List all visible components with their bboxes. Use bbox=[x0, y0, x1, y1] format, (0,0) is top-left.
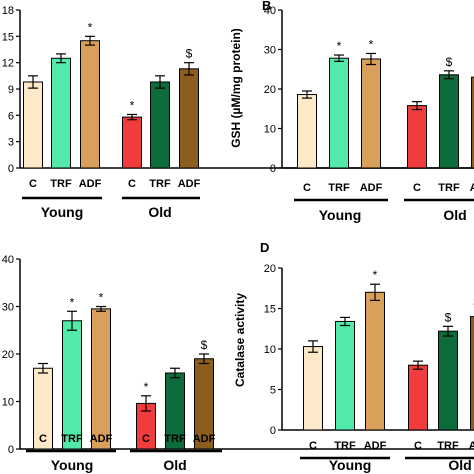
bar bbox=[438, 330, 458, 431]
significance-marker: * bbox=[337, 39, 342, 53]
category-label: C bbox=[29, 178, 37, 190]
bar bbox=[408, 364, 428, 431]
bar bbox=[303, 346, 323, 431]
category-label: ADF bbox=[193, 433, 216, 445]
bar bbox=[23, 81, 43, 169]
bar bbox=[335, 320, 355, 431]
significance-marker: $ bbox=[201, 338, 208, 352]
category-label: ADF bbox=[469, 440, 474, 452]
significance-marker: $ bbox=[186, 47, 193, 61]
y-tick-label: 10 bbox=[264, 124, 276, 136]
bar bbox=[361, 58, 381, 169]
category-label: C bbox=[413, 182, 421, 194]
category-label: TRF bbox=[164, 433, 186, 445]
y-tick-label: 0 bbox=[8, 163, 14, 175]
category-label: C bbox=[142, 433, 150, 445]
chart-panel-1: 0 3 6 9 12 15 18 C TRF * ADF * C TRF $ ADF Young Old bbox=[2, 5, 474, 220]
bar bbox=[62, 320, 82, 450]
y-tick-label: 18 bbox=[2, 5, 14, 17]
panel-letter: B bbox=[262, 0, 271, 13]
category-label: ADF bbox=[79, 178, 102, 190]
y-tick-label: 30 bbox=[2, 302, 14, 314]
panel-letter: D bbox=[260, 240, 269, 255]
category-label: ADF bbox=[470, 182, 474, 194]
bar bbox=[91, 308, 111, 450]
bar bbox=[150, 81, 170, 169]
y-tick-label: 10 bbox=[264, 344, 276, 356]
bar bbox=[179, 68, 199, 169]
y-tick-label: 3 bbox=[8, 137, 14, 149]
category-label: C bbox=[414, 440, 422, 452]
significance-marker: * bbox=[99, 291, 104, 305]
chart-panel-2: 0 10 20 30 40 GSH (µM/mg protein) B C * TRF * ADF C $… bbox=[229, 0, 474, 223]
significance-marker: * bbox=[88, 20, 93, 34]
category-label: TRF bbox=[149, 178, 171, 190]
group-label: Young bbox=[319, 207, 362, 223]
group-label: Old bbox=[443, 207, 466, 223]
category-label: TRF bbox=[328, 182, 350, 194]
significance-marker: * bbox=[144, 380, 149, 394]
group-label: Old bbox=[448, 457, 471, 473]
bar bbox=[80, 40, 100, 169]
bar bbox=[122, 116, 142, 169]
y-tick-label: 5 bbox=[270, 385, 276, 397]
category-label: TRF bbox=[50, 178, 72, 190]
group-label: Old bbox=[148, 204, 171, 220]
y-tick-label: 9 bbox=[8, 84, 14, 96]
category-label: ADF bbox=[178, 178, 201, 190]
category-label: TRF bbox=[438, 182, 460, 194]
y-tick-label: 6 bbox=[8, 110, 14, 122]
group-label: Young bbox=[329, 457, 372, 473]
y-tick-label: 40 bbox=[2, 254, 14, 266]
category-label: C bbox=[303, 182, 311, 194]
significance-marker: * bbox=[369, 37, 374, 51]
category-label: C bbox=[128, 178, 136, 190]
bar bbox=[51, 57, 71, 169]
y-tick-label: 0 bbox=[8, 444, 14, 456]
y-tick-label: 12 bbox=[2, 58, 14, 70]
significance-marker: $ bbox=[446, 55, 453, 69]
bar bbox=[297, 94, 317, 169]
bar bbox=[439, 74, 459, 169]
category-label: ADF bbox=[360, 182, 383, 194]
group-label: Young bbox=[41, 204, 84, 220]
y-tick-label: 20 bbox=[264, 263, 276, 275]
category-label: C bbox=[309, 440, 317, 452]
group-label: Old bbox=[163, 457, 186, 473]
category-label: TRF bbox=[61, 433, 83, 445]
y-tick-label: 15 bbox=[264, 304, 276, 316]
category-label: ADF bbox=[90, 433, 113, 445]
y-tick-label: 20 bbox=[2, 349, 14, 361]
bar bbox=[329, 57, 349, 169]
significance-marker: * bbox=[70, 295, 75, 309]
significance-marker: * bbox=[373, 268, 378, 282]
category-label: TRF bbox=[437, 440, 459, 452]
category-label: C bbox=[39, 433, 47, 445]
significance-marker: $ bbox=[445, 310, 452, 324]
y-axis-label: Catalase activity bbox=[233, 293, 247, 387]
y-tick-label: 0 bbox=[270, 425, 276, 437]
y-tick-label: 15 bbox=[2, 31, 14, 43]
significance-marker: * bbox=[130, 98, 135, 112]
y-tick-label: 30 bbox=[264, 45, 276, 57]
y-tick-label: 0 bbox=[270, 163, 276, 175]
y-tick-label: 10 bbox=[2, 397, 14, 409]
category-label: ADF bbox=[364, 440, 387, 452]
bar bbox=[470, 316, 474, 431]
bar bbox=[365, 291, 385, 431]
group-label: Young bbox=[51, 457, 94, 473]
y-tick-label: 20 bbox=[264, 84, 276, 96]
category-label: TRF bbox=[334, 440, 356, 452]
bar bbox=[407, 105, 427, 169]
y-tick-label: 40 bbox=[264, 5, 276, 17]
chart-panel-3: 0 10 20 30 40 C * TRF * ADF * C TRF $ ADF Young Old bbox=[2, 254, 474, 473]
bar bbox=[471, 76, 474, 169]
y-axis-label: GSH (µM/mg protein) bbox=[229, 28, 243, 148]
